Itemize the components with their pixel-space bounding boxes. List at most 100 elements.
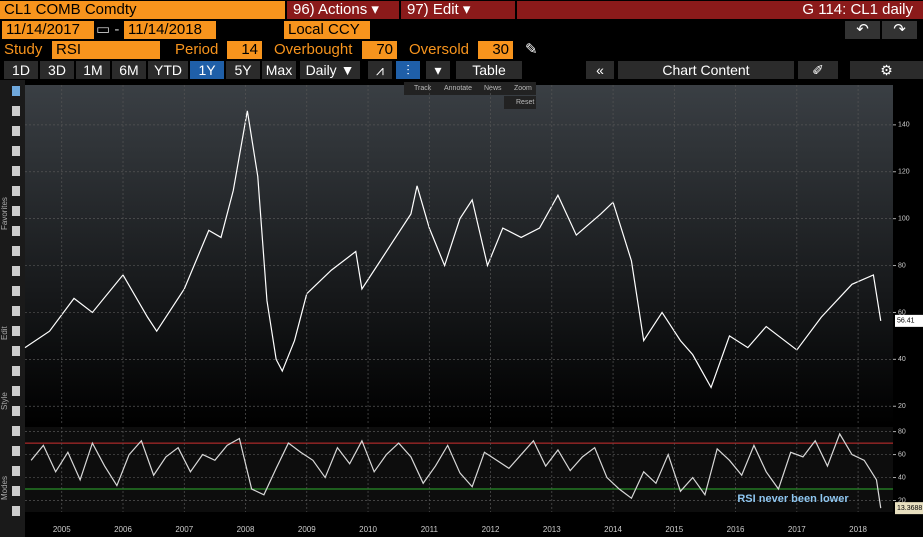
tool-icon[interactable] (12, 366, 20, 376)
pencil-icon[interactable]: ✎ (525, 41, 538, 58)
study-label: Study (4, 41, 43, 58)
tool-icon[interactable] (12, 406, 20, 416)
edit-menu[interactable]: 97) Edit ▾ (401, 1, 515, 19)
range-button[interactable]: 6M (112, 61, 146, 79)
x-tick-label: 2009 (298, 525, 316, 534)
y-tick-label: 80 (898, 428, 906, 435)
tool-icon[interactable] (12, 386, 20, 396)
date-bar: 11/14/2017 ▭ - 11/14/2018 Local CCY ↶ ↷ (0, 20, 923, 40)
oversold-label: Oversold (409, 41, 470, 58)
tool-icon[interactable] (12, 426, 20, 436)
tool-icon[interactable] (12, 306, 20, 316)
overlay-button: Annotate (444, 85, 472, 92)
end-date[interactable]: 11/14/2018 (124, 21, 216, 39)
oversold[interactable]: 30 (478, 41, 513, 59)
forward-button[interactable]: ↷ (882, 21, 917, 39)
security[interactable]: CL1 COMB Comdty (0, 1, 285, 19)
range-button[interactable]: 1D (4, 61, 38, 79)
tool-icon[interactable] (12, 466, 20, 476)
y-tick-label: 60 (898, 451, 906, 458)
overbought[interactable]: 70 (362, 41, 397, 59)
tool-icon[interactable] (12, 506, 20, 516)
tool-icon[interactable] (12, 286, 20, 296)
back-button[interactable]: ↶ (845, 21, 880, 39)
tool-icon[interactable] (12, 126, 20, 136)
y-tick-label: 20 (898, 403, 906, 410)
y-tick-label: 100 (898, 215, 910, 222)
line-icon[interactable]: ⩘ (368, 61, 392, 79)
title-bar: CL1 COMB Comdty 96) Actions ▾ 97) Edit ▾… (0, 0, 923, 20)
x-tick-label: 2007 (175, 525, 193, 534)
tool-icon[interactable] (12, 206, 20, 216)
actions-menu[interactable]: 96) Actions ▾ (287, 1, 399, 19)
study[interactable]: RSI (52, 41, 160, 59)
settings-icon[interactable]: ⚙ (850, 61, 923, 79)
side-toolbar: Favorites Edit Style Modes (0, 80, 25, 537)
x-tick-label: 2014 (604, 525, 622, 534)
y-tick-label: 60 (898, 309, 906, 316)
overlay-button: News (484, 85, 502, 92)
toolbar: Daily ▼ ⩘ ⫶ ▾ Table « Chart Content ✐ ⚙ … (0, 60, 923, 80)
tool-icon[interactable] (12, 86, 20, 96)
range-button[interactable]: 1M (76, 61, 110, 79)
y-tick-label: 140 (898, 122, 910, 129)
x-tick-label: 2017 (788, 525, 806, 534)
tool-icon[interactable] (12, 446, 20, 456)
y-tick-label: 80 (898, 262, 906, 269)
price-panel (25, 85, 893, 425)
bar-icon[interactable]: ⫶ (396, 61, 420, 79)
series-line (24, 110, 882, 389)
chart-content-label: Chart Content (662, 62, 750, 78)
series-line (30, 432, 882, 509)
actions-label: 96) Actions (293, 1, 368, 18)
tool-icon[interactable] (12, 246, 20, 256)
tool-icon[interactable] (12, 266, 20, 276)
x-tick-label: 2018 (849, 525, 867, 534)
more-icon[interactable]: ▾ (426, 61, 450, 79)
frequency-label: Daily (305, 62, 337, 78)
range-button[interactable]: YTD (148, 61, 188, 79)
x-tick-label: 2010 (359, 525, 377, 534)
last-value-label: 13.3688 (897, 505, 922, 512)
currency[interactable]: Local CCY (284, 21, 370, 39)
x-tick-label: 2012 (482, 525, 500, 534)
overbought-label: Overbought (274, 41, 353, 58)
x-tick-label: 2005 (53, 525, 71, 534)
annotation: RSI never been lower (737, 493, 849, 505)
chart-content-button[interactable]: Chart Content (618, 61, 794, 79)
range-button[interactable]: 5Y (226, 61, 260, 79)
last-value-box (895, 314, 923, 327)
y-tick-label: 40 (898, 474, 906, 481)
overlay-button: Track (414, 85, 432, 92)
tool-icon[interactable] (12, 346, 20, 356)
x-tick-label: 2011 (421, 525, 439, 534)
start-date[interactable]: 11/14/2017 (2, 21, 94, 39)
edit-icon[interactable]: ✐ (798, 61, 838, 79)
overlay-toolbar (404, 82, 536, 109)
overlay-button: Reset (516, 99, 534, 106)
range-button[interactable]: Max (262, 61, 296, 79)
y-tick-label: 40 (898, 356, 906, 363)
table-button[interactable]: Table (456, 61, 522, 79)
range-button[interactable]: 1Y (190, 61, 224, 79)
date-icons: ▭ - (96, 21, 120, 38)
tool-icon[interactable] (12, 106, 20, 116)
tool-icon[interactable] (12, 146, 20, 156)
tool-icon[interactable] (12, 166, 20, 176)
tool-icon[interactable] (12, 326, 20, 336)
tool-icon[interactable] (12, 226, 20, 236)
tool-icon[interactable] (12, 486, 20, 496)
range-button[interactable]: 3D (40, 61, 74, 79)
edit-label: 97) Edit (407, 1, 459, 18)
x-tick-label: 2008 (237, 525, 255, 534)
tool-icon[interactable] (12, 186, 20, 196)
page-id: G 114: CL1 daily (517, 1, 923, 19)
last-value-box (895, 502, 923, 515)
x-tick-label: 2006 (114, 525, 132, 534)
period[interactable]: 14 (227, 41, 262, 59)
collapse-button[interactable]: « (586, 61, 614, 79)
frequency[interactable]: Daily ▼ (300, 61, 360, 79)
period-label: Period (175, 41, 219, 58)
overlay-button: Zoom (514, 85, 532, 92)
